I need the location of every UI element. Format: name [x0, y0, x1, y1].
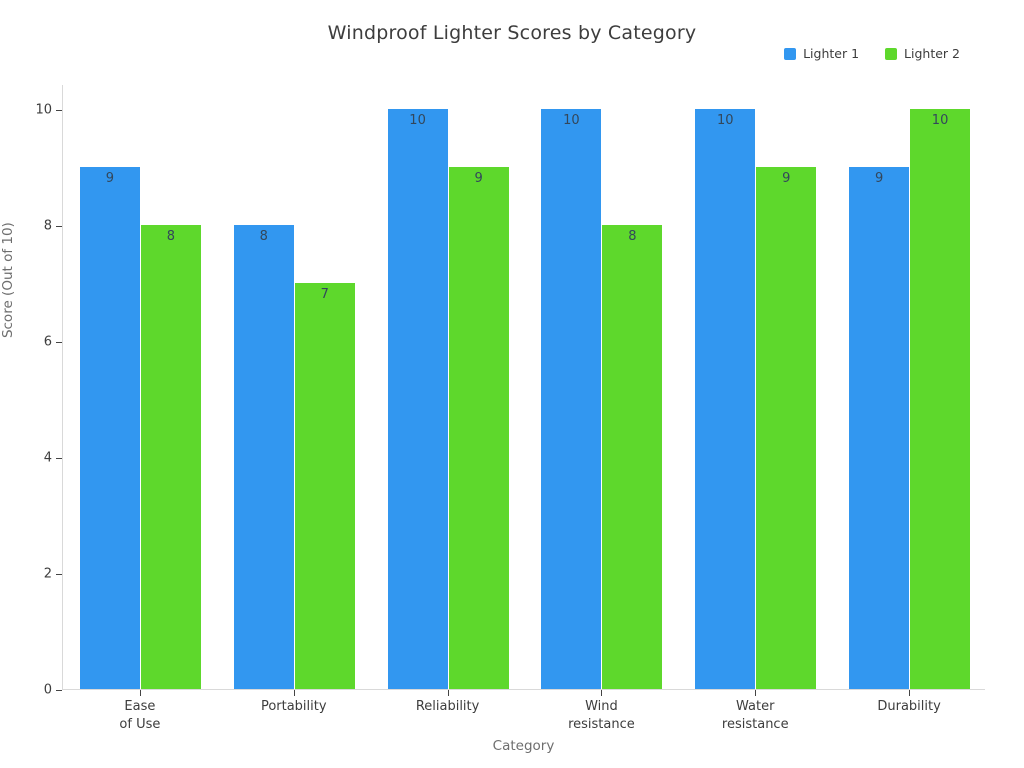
bar-value-label: 8 [166, 229, 176, 244]
bar-value-label: 8 [259, 229, 268, 244]
bar-value-label: 9 [105, 171, 115, 186]
x-tick-label: Durability [877, 699, 941, 714]
bar-value-label: 10 [931, 113, 949, 128]
legend-item-lighter-2[interactable]: Lighter 2 [885, 46, 960, 61]
y-tick-mark [56, 457, 62, 459]
x-tick-mark [755, 690, 757, 696]
y-axis-title: Score (Out of 10) [0, 222, 16, 339]
y-tick-label: 6 [43, 334, 52, 350]
x-tick-label: Water resistance [721, 699, 789, 732]
x-tick-mark [293, 690, 295, 696]
bar-lighter-1[interactable]: 9 [849, 167, 910, 689]
y-tick-label: 2 [43, 566, 52, 582]
legend-swatch-blue-icon [784, 47, 797, 60]
bar-value-label: 9 [874, 171, 884, 186]
bar-value-label: 10 [409, 113, 426, 128]
x-tick-label: Portability [260, 699, 327, 714]
bar-lighter-1[interactable]: 10 [695, 109, 756, 689]
plot-area: 0 2 4 6 8 10 9 8 Ease of Use 8 7 Portability 10 9 Reli… [35, 85, 985, 732]
bar-value-label: 9 [782, 171, 791, 186]
x-tick-mark [139, 690, 141, 696]
bar-value-label: 10 [716, 113, 734, 128]
bar-value-label: 9 [474, 171, 483, 186]
y-tick-label: 0 [43, 682, 52, 698]
bar-lighter-1[interactable]: 9 [79, 167, 140, 689]
x-tick-mark [447, 690, 449, 696]
legend: Lighter 1 Lighter 2 [784, 46, 960, 61]
y-tick-mark [56, 341, 62, 343]
y-tick-label: 8 [43, 218, 52, 234]
x-tick-mark [909, 690, 911, 696]
bar-lighter-2[interactable]: 10 [910, 109, 971, 689]
x-tick-label: Wind resistance [568, 699, 635, 732]
bar-lighter-2[interactable]: 8 [602, 225, 663, 689]
y-tick-mark [56, 109, 62, 111]
x-tick-label: Reliability [415, 699, 480, 714]
chart-title: Windproof Lighter Scores by Category [327, 22, 697, 44]
x-axis-title: Category [492, 738, 555, 754]
bar-lighter-1[interactable]: 10 [541, 109, 602, 689]
bar-lighter-2[interactable]: 9 [756, 167, 817, 689]
bar-value-label: 7 [320, 287, 329, 302]
bar-lighter-2[interactable]: 9 [448, 167, 509, 689]
y-tick-mark [56, 689, 62, 691]
y-tick-label: 4 [43, 450, 52, 466]
bar-value-label: 10 [563, 113, 580, 128]
bar-lighter-1[interactable]: 8 [233, 225, 294, 689]
x-tick-label: Ease of Use [119, 699, 161, 732]
bar-value-label: 8 [628, 229, 637, 244]
legend-label: Lighter 2 [904, 46, 960, 61]
y-tick-mark [56, 573, 62, 575]
bar-lighter-2[interactable]: 8 [140, 225, 201, 689]
bar-lighter-1[interactable]: 10 [387, 109, 448, 689]
x-tick-mark [601, 690, 603, 696]
bar-lighter-2[interactable]: 7 [294, 283, 355, 689]
legend-item-lighter-1[interactable]: Lighter 1 [784, 46, 859, 61]
legend-swatch-green-icon [885, 47, 898, 60]
y-tick-mark [56, 225, 62, 227]
legend-label: Lighter 1 [803, 46, 860, 61]
y-tick-label: 10 [35, 102, 52, 118]
